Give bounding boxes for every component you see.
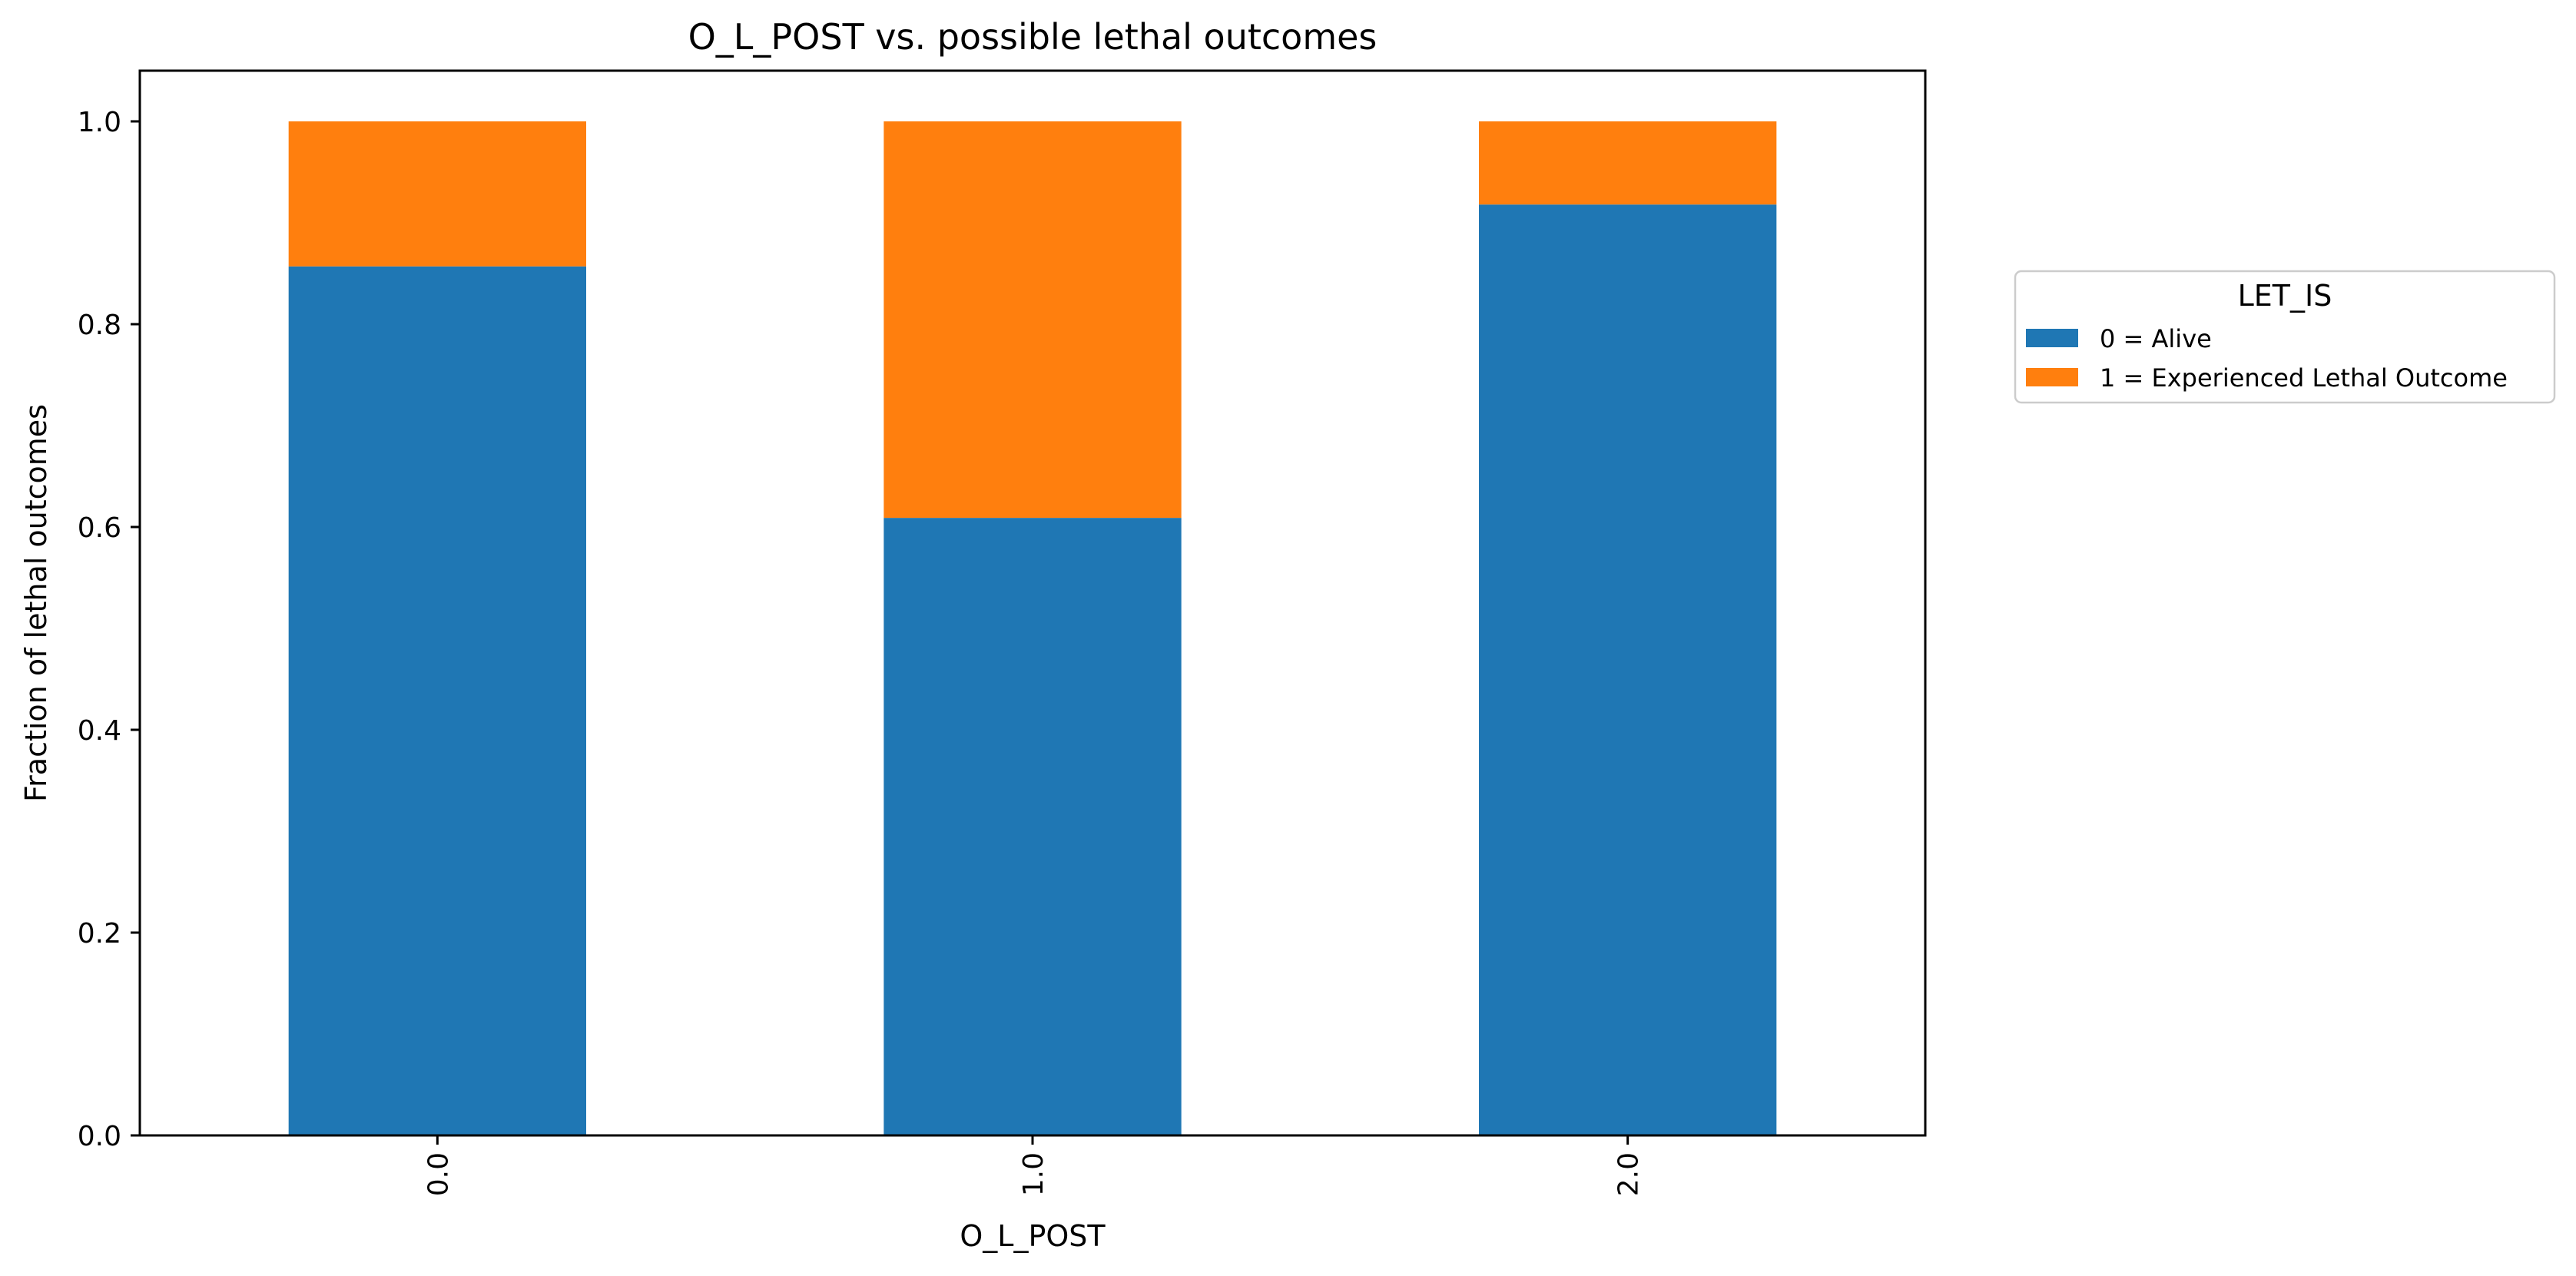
x-axis: 0.0 1.0 2.0: [423, 1135, 1645, 1196]
legend-swatch-0: [2026, 329, 2078, 347]
bar-segment-1-0: [288, 121, 586, 267]
bar-segment-0-0: [288, 266, 586, 1135]
chart-title: O_L_POST vs. possible lethal outcomes: [688, 16, 1378, 58]
legend-items: 0 = Alive 1 = Experienced Lethal Outcome: [2026, 324, 2508, 393]
x-axis-label: O_L_POST: [960, 1219, 1106, 1253]
legend-label-0: 0 = Alive: [2100, 324, 2212, 353]
legend-box: [2014, 270, 2556, 404]
y-tick-label-3: 0.6: [78, 512, 121, 544]
y-axis: 0.0 0.2 0.4 0.6 0.8 1.0: [78, 107, 140, 1152]
y-tick-label-1: 0.2: [78, 918, 121, 950]
x-tick-label-1: 1.0: [1018, 1152, 1049, 1196]
y-tick-label-2: 0.4: [78, 715, 121, 747]
bar-segment-0-2: [1479, 204, 1777, 1135]
legend: LET_IS 0 = Alive 1 = Experienced Lethal O…: [2014, 270, 2556, 404]
bar-segment-0-1: [884, 518, 1182, 1135]
y-tick-label-5: 1.0: [78, 107, 121, 138]
bars-layer: [288, 121, 1777, 1135]
y-tick-label-4: 0.8: [78, 310, 121, 341]
y-tick-label-0: 0.0: [78, 1121, 121, 1152]
x-tick-label-0: 0.0: [423, 1152, 454, 1196]
legend-title: LET_IS: [2238, 279, 2332, 313]
bar-segment-1-1: [884, 121, 1182, 519]
legend-swatch-1: [2026, 368, 2078, 386]
legend-label-1: 1 = Experienced Lethal Outcome: [2100, 363, 2508, 393]
x-tick-label-2: 2.0: [1613, 1152, 1645, 1196]
bar-segment-1-2: [1479, 121, 1777, 205]
y-axis-label: Fraction of lethal outcomes: [19, 404, 53, 802]
